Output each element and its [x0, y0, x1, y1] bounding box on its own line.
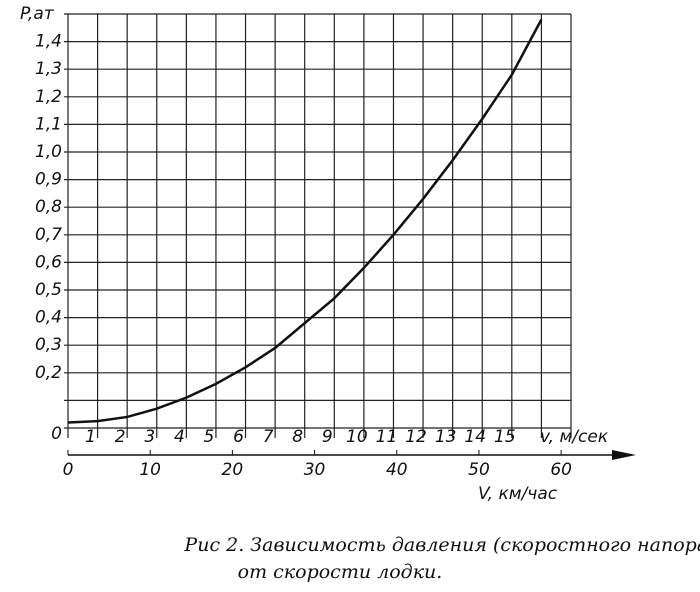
y-tick-label: 1,1	[35, 114, 62, 134]
y-tick-label: 0,5	[35, 280, 62, 300]
y-tick-label: 1,2	[35, 87, 62, 107]
x-tick-label: 15	[494, 427, 516, 447]
x2-tick-label: 10	[139, 460, 161, 480]
y-tick-label: 0,6	[35, 252, 62, 272]
y-tick-label: 0,9	[35, 170, 62, 190]
axis-arrow	[612, 450, 636, 460]
y-tick-label: 1,4	[35, 32, 62, 52]
y-tick-label: 0,4	[35, 308, 62, 328]
x-tick-label: 4	[174, 427, 185, 447]
y-tick-label: 0,7	[35, 225, 62, 245]
x-tick-label: 5	[204, 427, 215, 447]
x-tick-label: 12	[405, 427, 427, 447]
x2-tick-label: 50	[468, 460, 490, 480]
caption: от скорости лодки.	[238, 561, 443, 583]
x-tick-label: 1	[85, 427, 96, 447]
x-tick-label: 7	[263, 427, 274, 447]
y-tick-label: 1,3	[35, 59, 62, 79]
x-tick-label: 3	[144, 427, 155, 447]
x2-tick-label: 20	[222, 460, 244, 480]
x-tick-label: 13	[435, 427, 457, 447]
y-tick-label: 0,2	[35, 363, 62, 383]
x-tick-label: 11	[376, 427, 398, 447]
x-tick-label: 6	[233, 427, 244, 447]
x2-tick-label: 30	[304, 460, 326, 480]
curve	[67, 18, 543, 424]
x-tick-label: 9	[322, 427, 333, 447]
x-tick-label: 14	[464, 427, 486, 447]
x2-tick-label: 40	[386, 460, 408, 480]
x-tick-label: 10	[346, 427, 368, 447]
x-axis-label: v, м/сек	[540, 427, 609, 447]
y-tick-label: 0,3	[35, 335, 62, 355]
y-axis-label: P,ат	[20, 4, 55, 24]
caption: Рис 2. Зависимость давления (скоростного…	[183, 534, 700, 556]
y-tick-label: 0	[51, 424, 62, 444]
y-tick-label: 0,8	[35, 197, 62, 217]
x2-axis-label: V, км/час	[478, 484, 558, 504]
y-tick-label: 1,0	[35, 142, 62, 162]
x-tick-label: 2	[115, 427, 126, 447]
x-tick-label: 8	[292, 427, 303, 447]
x2-tick-label: 60	[550, 460, 572, 480]
x2-tick-label: 0	[63, 460, 74, 480]
